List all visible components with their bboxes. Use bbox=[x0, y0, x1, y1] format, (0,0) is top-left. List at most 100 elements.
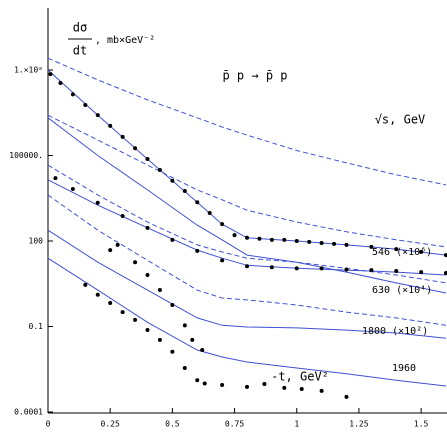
data-point bbox=[95, 292, 100, 297]
y-label-numerator: dσ bbox=[73, 21, 87, 35]
data-point bbox=[282, 237, 287, 242]
data-point bbox=[182, 188, 187, 193]
x-tick-label: 0.75 bbox=[225, 420, 244, 429]
data-point bbox=[394, 268, 399, 273]
data-point bbox=[182, 323, 187, 328]
data-point bbox=[344, 242, 349, 247]
solid-curve bbox=[47, 179, 447, 276]
x-tick-label: 1.5 bbox=[414, 420, 429, 429]
data-point bbox=[170, 349, 175, 354]
data-point bbox=[145, 225, 150, 230]
data-point bbox=[195, 378, 200, 383]
data-point bbox=[262, 382, 267, 387]
data-point bbox=[53, 176, 58, 181]
data-point bbox=[145, 328, 150, 333]
data-point bbox=[58, 80, 63, 85]
data-point bbox=[419, 270, 424, 275]
data-point bbox=[269, 265, 274, 270]
data-point bbox=[294, 266, 299, 271]
data-point bbox=[108, 300, 113, 305]
data-point bbox=[182, 365, 187, 370]
data-point bbox=[220, 382, 225, 387]
data-point bbox=[419, 250, 424, 255]
data-point bbox=[120, 214, 125, 219]
data-point bbox=[319, 241, 324, 246]
data-point bbox=[344, 394, 349, 399]
data-point bbox=[319, 388, 324, 393]
series-label: 1960 bbox=[392, 363, 416, 374]
annotation: √s, GeV bbox=[375, 113, 426, 127]
data-point bbox=[344, 267, 349, 272]
dashed-curve bbox=[47, 57, 447, 186]
x-tick-label: 0.25 bbox=[101, 420, 120, 429]
data-point bbox=[83, 103, 88, 108]
data-point bbox=[294, 239, 299, 243]
data-point bbox=[202, 381, 207, 386]
data-point bbox=[133, 146, 138, 151]
chart-title: p̄ p → p̄ p bbox=[222, 69, 287, 83]
x-tick-label: 1 bbox=[294, 420, 299, 429]
data-point bbox=[190, 337, 195, 342]
y-label-denominator: dt bbox=[73, 44, 87, 58]
data-point bbox=[232, 233, 237, 238]
data-point bbox=[444, 253, 447, 258]
data-point bbox=[170, 237, 175, 242]
x-tick-label: 0 bbox=[46, 420, 51, 429]
data-point bbox=[307, 239, 312, 244]
data-point bbox=[369, 268, 374, 273]
data-point bbox=[108, 248, 113, 253]
x-tick-label: 1.25 bbox=[349, 420, 368, 429]
y-tick-label: 0.0001 bbox=[14, 408, 43, 417]
solid-curve bbox=[47, 117, 447, 294]
data-point bbox=[245, 235, 249, 240]
data-point bbox=[200, 347, 205, 352]
data-point bbox=[157, 167, 162, 172]
y-tick-label: 100 bbox=[29, 237, 44, 246]
data-point bbox=[332, 241, 337, 246]
y-label-units: , mb×GeV⁻² bbox=[95, 35, 155, 46]
data-point bbox=[299, 387, 304, 392]
data-point bbox=[269, 237, 274, 242]
data-point bbox=[120, 310, 125, 315]
solid-curve bbox=[47, 257, 447, 387]
data-point bbox=[115, 242, 120, 247]
dashed-curve bbox=[47, 114, 447, 248]
data-point bbox=[220, 222, 225, 227]
data-point bbox=[157, 337, 162, 342]
solid-curve bbox=[47, 229, 447, 339]
data-point bbox=[245, 384, 249, 389]
y-tick-label: 100000. bbox=[9, 151, 43, 160]
data-point bbox=[195, 248, 200, 253]
x-tick-label: 0.5 bbox=[165, 420, 180, 429]
data-point bbox=[120, 134, 125, 139]
y-tick-label: 0.1 bbox=[29, 322, 44, 331]
data-point bbox=[108, 123, 113, 128]
data-point bbox=[245, 264, 249, 269]
series-label: 630 (×10⁴) bbox=[372, 285, 432, 296]
data-point bbox=[48, 72, 53, 77]
data-point bbox=[170, 302, 175, 307]
data-point bbox=[319, 266, 324, 271]
data-point bbox=[282, 385, 287, 390]
data-point bbox=[145, 273, 150, 278]
data-point bbox=[257, 236, 262, 241]
data-point bbox=[369, 244, 374, 249]
data-point bbox=[207, 211, 212, 216]
data-point bbox=[133, 317, 138, 322]
data-point bbox=[444, 271, 447, 276]
data-point bbox=[83, 282, 88, 287]
y-tick-label: 1.×10⁸ bbox=[14, 66, 43, 75]
data-point bbox=[145, 157, 150, 162]
data-point bbox=[70, 186, 75, 191]
data-point bbox=[394, 247, 399, 252]
series-label: 546 (×10⁶) bbox=[372, 247, 432, 258]
data-point bbox=[195, 200, 200, 205]
data-point bbox=[95, 113, 100, 118]
data-point bbox=[220, 258, 225, 263]
x-axis-label: -t, GeV² bbox=[271, 370, 329, 384]
dashed-curve bbox=[47, 194, 447, 326]
data-point bbox=[170, 178, 175, 183]
data-point bbox=[95, 200, 100, 205]
data-point bbox=[157, 288, 162, 293]
